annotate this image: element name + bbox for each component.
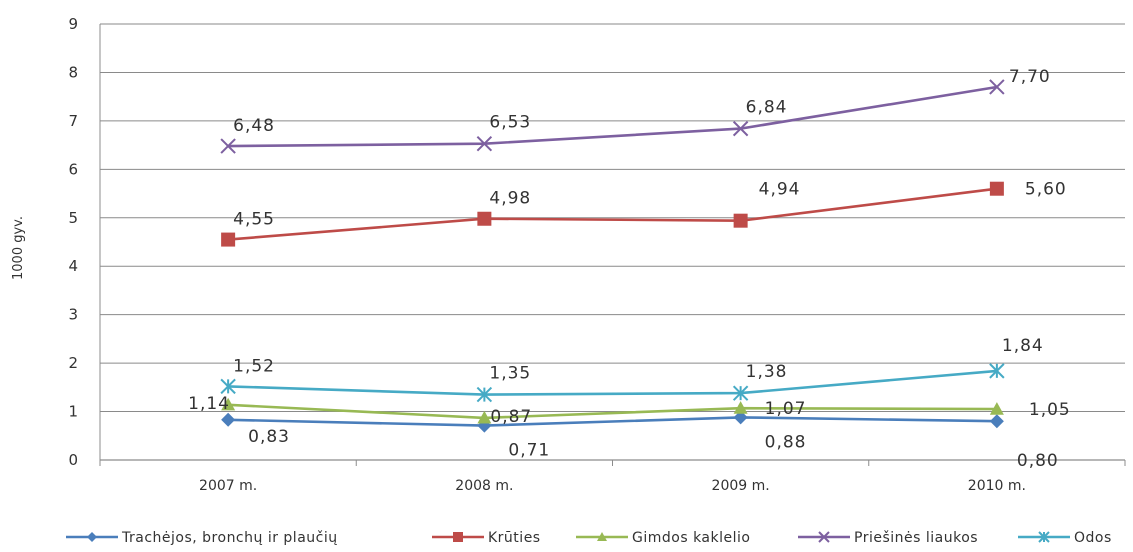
- data-label: 1,14: [188, 394, 230, 414]
- x-tick-label: 2008 m.: [455, 478, 513, 494]
- data-label: 1,05: [1029, 400, 1071, 420]
- data-point-diamond: [87, 532, 97, 542]
- legend-item: Trachėjos, bronchų ir plaučių: [66, 530, 338, 546]
- y-axis-title: 1000 gyv.: [11, 216, 26, 280]
- series-line: [228, 87, 997, 146]
- data-label: 4,55: [233, 210, 275, 230]
- legend-item: Priešinės liaukos: [798, 530, 978, 546]
- data-label: 0,80: [1017, 451, 1059, 471]
- legend-label: Krūties: [488, 530, 541, 546]
- legend-item: Krūties: [432, 530, 541, 546]
- y-tick-label: 2: [68, 354, 78, 372]
- series-line: [228, 371, 997, 395]
- data-label: 0,71: [508, 441, 550, 461]
- data-point-square: [734, 214, 748, 228]
- y-tick-label: 7: [68, 112, 78, 130]
- series-layer: [221, 80, 1004, 433]
- data-label: 4,94: [759, 180, 801, 200]
- x-tick-label: 2007 m.: [199, 478, 257, 494]
- data-label: 0,88: [765, 432, 807, 452]
- x-tick-label: 2009 m.: [712, 478, 770, 494]
- data-label: 1,38: [746, 362, 788, 382]
- data-label: 0,87: [490, 407, 532, 427]
- data-point-square: [990, 182, 1004, 196]
- legend-label: Odos: [1074, 530, 1112, 546]
- data-point-square: [453, 532, 463, 542]
- data-label: 6,53: [489, 113, 531, 133]
- data-label: 4,98: [489, 189, 531, 209]
- data-label: 1,07: [765, 399, 807, 419]
- y-tick-label: 0: [68, 451, 78, 469]
- data-point-square: [221, 233, 235, 247]
- y-tick-label: 4: [68, 257, 78, 275]
- data-label: 6,48: [233, 116, 275, 136]
- data-point-square: [477, 212, 491, 226]
- data-label: 6,84: [746, 98, 788, 118]
- y-tick-label: 3: [68, 306, 78, 324]
- data-label: 7,70: [1009, 67, 1051, 87]
- data-label: 1,35: [489, 364, 531, 384]
- y-tick-label: 5: [68, 209, 78, 227]
- data-label: 0,83: [248, 427, 290, 447]
- data-label: 1,84: [1002, 336, 1044, 356]
- data-point-diamond: [990, 414, 1004, 428]
- series-line: [228, 189, 997, 240]
- data-label: 1,52: [233, 356, 275, 376]
- legend-label: Trachėjos, bronchų ir plaučių: [121, 530, 338, 546]
- legend-item: Odos: [1018, 530, 1112, 546]
- y-tick-label: 9: [68, 15, 78, 33]
- x-tick-label: 2010 m.: [968, 478, 1026, 494]
- legend-label: Gimdos kaklelio: [632, 530, 750, 546]
- legend: Trachėjos, bronchų ir plaučių Krūties Gimd…: [66, 530, 1112, 546]
- legend-item: Gimdos kaklelio: [576, 530, 750, 546]
- y-tick-label: 6: [68, 160, 78, 178]
- data-point-diamond: [221, 413, 235, 427]
- data-label: 5,60: [1025, 180, 1067, 200]
- y-tick-label: 1: [68, 403, 78, 421]
- y-tick-label: 8: [68, 63, 78, 81]
- series-line: [228, 417, 997, 425]
- legend-label: Priešinės liaukos: [854, 530, 978, 546]
